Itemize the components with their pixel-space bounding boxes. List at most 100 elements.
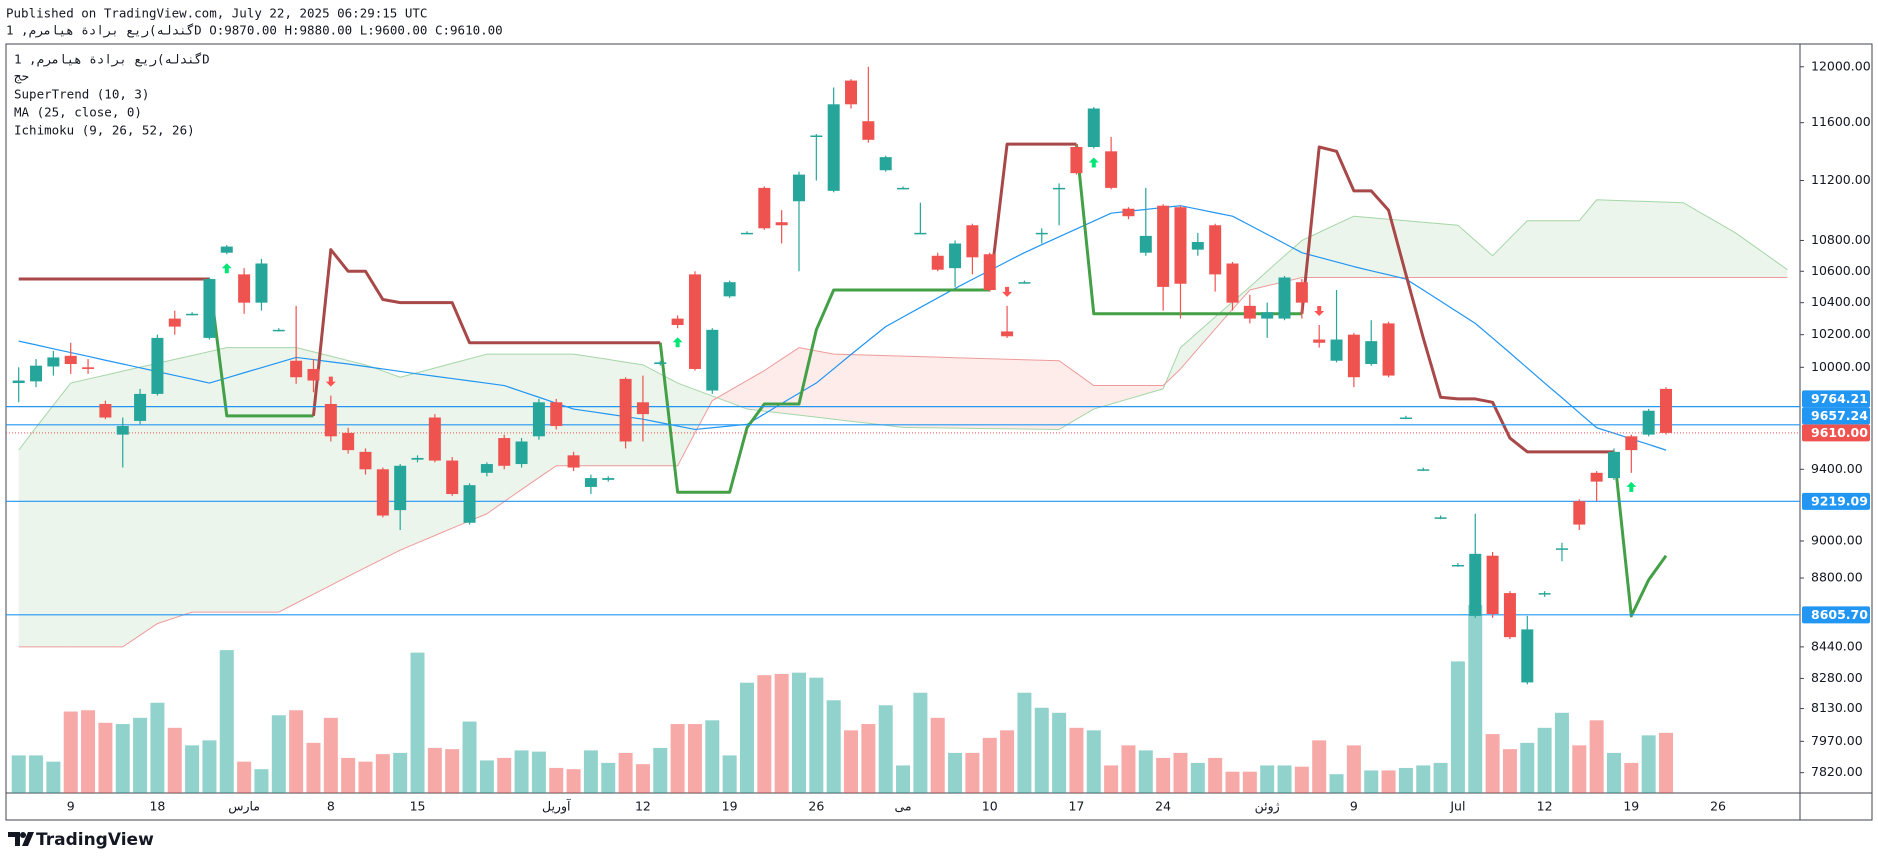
volume-bar xyxy=(1052,712,1067,793)
volume-bar xyxy=(323,717,338,793)
volume-bar xyxy=(653,747,668,793)
cloud-fill xyxy=(1457,225,1476,278)
cloud-fill xyxy=(140,363,158,636)
volume-bar xyxy=(1416,765,1431,793)
volume-bar xyxy=(1260,765,1275,793)
cloud-fill xyxy=(417,367,435,543)
candle-body xyxy=(602,478,615,480)
candle-body xyxy=(428,417,441,461)
cloud-fill xyxy=(1353,216,1372,278)
volume-bar xyxy=(1520,742,1535,793)
x-tick-label: 26 xyxy=(808,799,824,814)
volume-bar xyxy=(1398,767,1413,793)
y-tick-label: 12000.00 xyxy=(1811,58,1871,73)
candle-body xyxy=(688,274,701,369)
cloud-fill xyxy=(1666,202,1684,278)
volume-bar xyxy=(1277,765,1292,793)
candle-body xyxy=(636,402,649,415)
cloud-fill xyxy=(469,354,487,521)
candle-body xyxy=(1139,235,1152,253)
candle-body xyxy=(1486,555,1499,615)
candle-body xyxy=(168,318,181,327)
y-tick-label: 8800.00 xyxy=(1811,570,1863,585)
cloud-fill xyxy=(729,380,747,410)
volume-bar xyxy=(757,675,772,793)
cloud-fill xyxy=(400,372,418,551)
cloud-fill xyxy=(1180,332,1198,369)
candle-body xyxy=(567,455,580,468)
candle-body xyxy=(1538,593,1551,595)
cloud-fill xyxy=(330,356,349,586)
volume-bar xyxy=(1190,762,1205,793)
volume-bar xyxy=(1312,740,1327,793)
cloud-fill xyxy=(694,389,713,433)
price-label-box xyxy=(1802,606,1870,624)
cloud-fill xyxy=(764,359,782,414)
candle-body xyxy=(1503,593,1516,638)
candle-body xyxy=(1451,564,1464,567)
volume-bar xyxy=(29,755,44,793)
volume-bar xyxy=(1329,774,1344,793)
candle-body xyxy=(862,121,875,140)
sell-signal xyxy=(1314,306,1325,317)
candle-body xyxy=(1434,517,1447,519)
volume-bar xyxy=(618,752,633,793)
volume-bar xyxy=(1659,732,1673,793)
cloud-fill xyxy=(1336,216,1354,278)
brand-name: TradingView xyxy=(36,830,154,850)
x-tick-label: 9 xyxy=(67,799,75,814)
candle-body xyxy=(1278,277,1291,319)
volume-bar xyxy=(1208,757,1223,793)
published-line: Published on TradingView.com, July 22, 2… xyxy=(6,6,427,21)
candle-body xyxy=(82,367,95,369)
candle-body xyxy=(1035,232,1048,235)
volume-bar xyxy=(670,724,685,793)
volume-bar xyxy=(98,722,113,793)
candle-body xyxy=(1347,334,1360,378)
cloud-fill xyxy=(1423,222,1441,278)
candle-body xyxy=(966,225,979,258)
candle-body xyxy=(64,355,77,365)
cloud-fill xyxy=(122,367,141,647)
candle-body xyxy=(1209,225,1222,275)
volume-bar xyxy=(1554,712,1569,793)
x-tick-label: 9 xyxy=(1350,799,1358,814)
cloud-fill xyxy=(1145,385,1164,394)
volume-bar xyxy=(254,769,269,793)
legend-ma: MA (25, close, 0) xyxy=(14,105,142,120)
volume-bar xyxy=(566,769,581,793)
ma-line xyxy=(18,205,1667,451)
candle-body xyxy=(793,174,805,202)
volume-bar xyxy=(722,755,737,793)
y-tick-label: 7820.00 xyxy=(1811,764,1863,779)
candle-body xyxy=(1642,410,1655,435)
cloud-fill xyxy=(1527,220,1545,278)
candle-body xyxy=(255,263,268,303)
ichimoku-span-a xyxy=(18,199,1788,451)
candle-body xyxy=(480,464,493,473)
volume-bar xyxy=(479,760,494,793)
price-label: 9219.09 xyxy=(1811,493,1868,508)
candle-body xyxy=(1295,282,1308,303)
cloud-fill xyxy=(70,379,89,647)
cloud-fill xyxy=(1596,199,1614,278)
cloud-fill xyxy=(1752,245,1771,278)
volume-bar xyxy=(410,652,425,793)
x-tick-label: 17 xyxy=(1068,799,1084,814)
volume-bar xyxy=(861,724,876,793)
candle-body xyxy=(515,441,528,465)
cloud-fill xyxy=(1197,316,1216,349)
legend-ichimoku: Ichimoku (9, 26, 52, 26) xyxy=(14,123,195,138)
cloud-fill xyxy=(36,405,54,647)
buy-signal xyxy=(1626,481,1637,492)
volume-bar xyxy=(81,710,96,793)
legend-supertrend: SuperTrend (10, 3) xyxy=(14,87,149,102)
cloud-fill xyxy=(1128,385,1146,399)
volume-bar xyxy=(826,700,841,793)
cloud-fill xyxy=(1215,301,1233,330)
y-tick-label: 10600.00 xyxy=(1811,263,1871,278)
candle-body xyxy=(1261,312,1274,319)
candle-body xyxy=(1191,241,1204,250)
price-label-box xyxy=(1802,424,1870,442)
candle-body xyxy=(411,457,424,460)
